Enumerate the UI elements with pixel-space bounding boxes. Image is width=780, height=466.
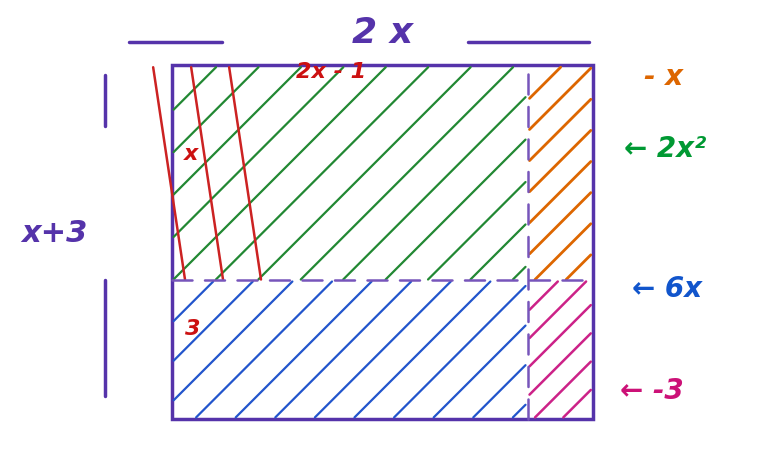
Text: ← -3: ← -3: [620, 377, 684, 405]
Text: x: x: [184, 144, 198, 164]
Text: x+3: x+3: [21, 219, 88, 247]
Text: 2x - 1: 2x - 1: [296, 62, 367, 82]
Text: ← 6x: ← 6x: [632, 275, 702, 303]
Text: - x: - x: [644, 63, 682, 91]
Bar: [172, 65, 593, 419]
Text: ← 2x²: ← 2x²: [624, 135, 706, 163]
Text: 2 x: 2 x: [352, 16, 413, 49]
Text: 3: 3: [185, 319, 200, 338]
